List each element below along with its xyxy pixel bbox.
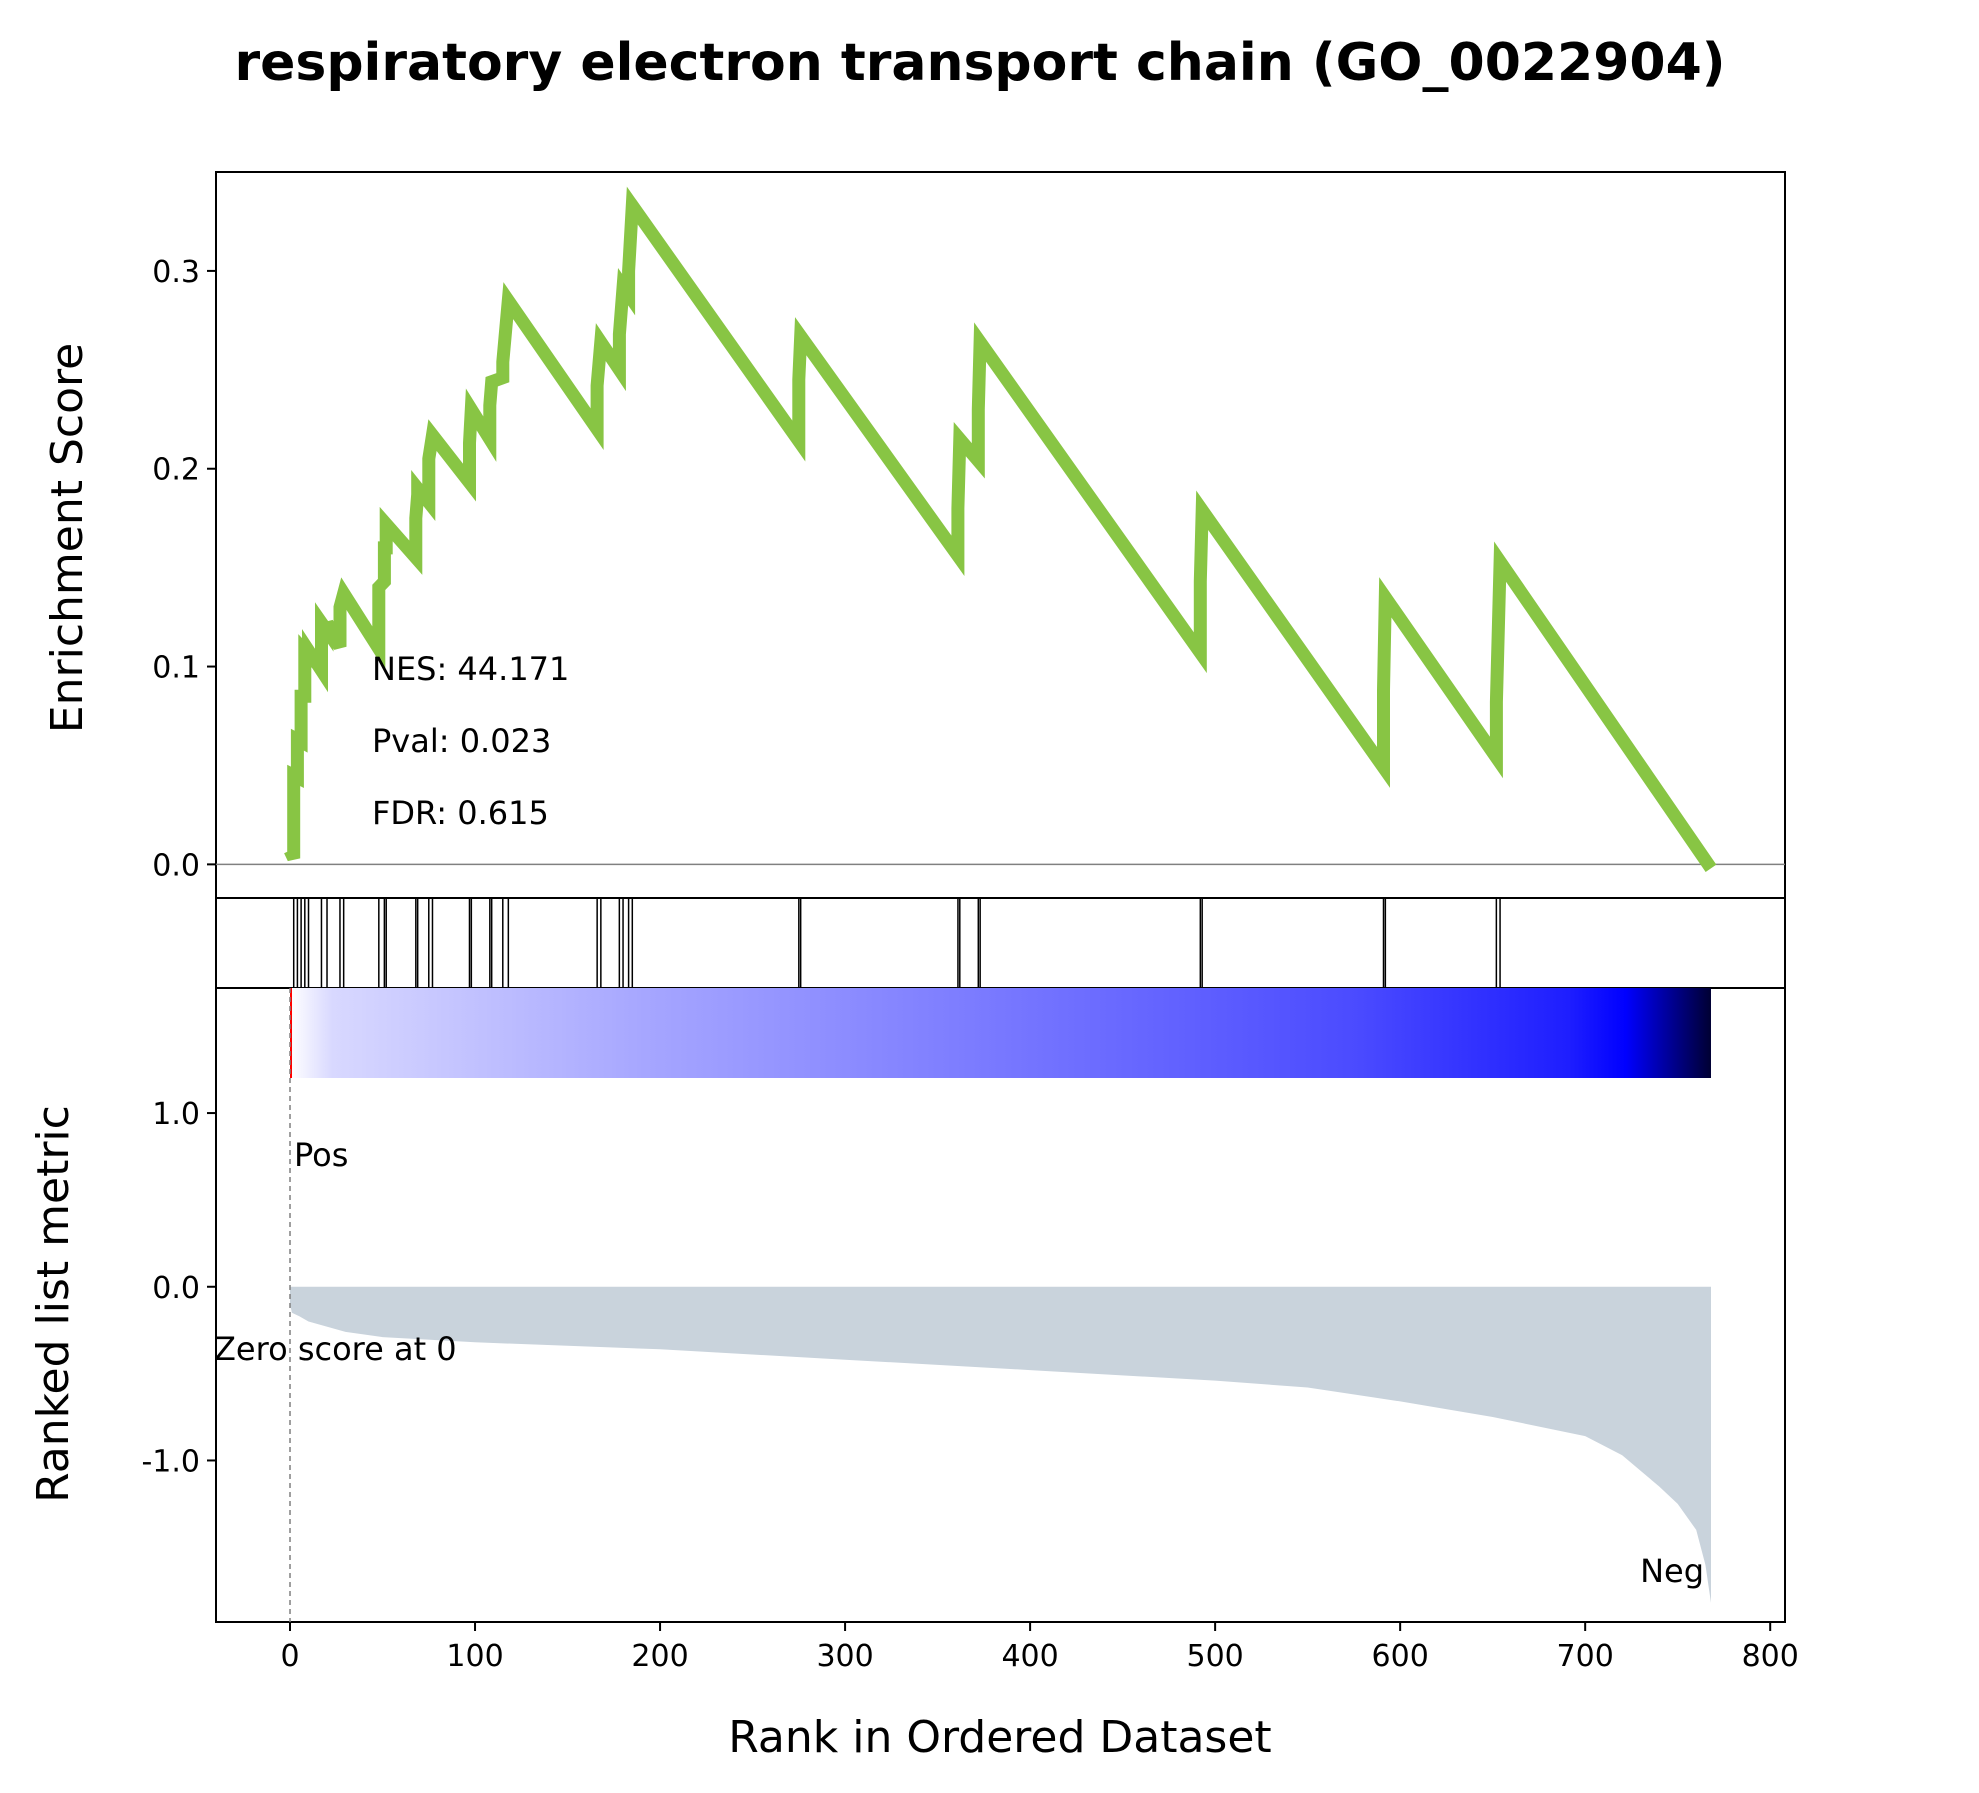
enrichment-y-tick-label: 0.1 — [152, 651, 200, 686]
rank-color-bar — [290, 988, 1711, 1078]
ranked-plot-area — [289, 988, 1711, 1622]
x-tick-label: 300 — [816, 1639, 873, 1674]
enrichment-y-label: Enrichment Score — [42, 343, 93, 733]
x-tick-label: 500 — [1186, 1639, 1243, 1674]
x-tick-label: 400 — [1001, 1639, 1058, 1674]
enrichment-plot-area — [216, 186, 1785, 872]
enrichment-y-tick-label: 0.2 — [152, 453, 200, 488]
enrichment-y-tick-label: 0.0 — [152, 848, 200, 883]
x-tick-label: 600 — [1372, 1639, 1429, 1674]
enrichment-stats: NES: 44.171 Pval: 0.023 FDR: 0.615 — [372, 650, 569, 832]
pos-label: Pos — [294, 1136, 348, 1174]
chart-title: respiratory electron transport chain (GO… — [234, 33, 1725, 93]
x-tick-label: 700 — [1557, 1639, 1614, 1674]
x-tick-label: 800 — [1742, 1639, 1799, 1674]
x-tick-label: 100 — [446, 1639, 503, 1674]
ranked-y-tick-label: 0.0 — [152, 1271, 200, 1306]
ranked-y-label: Ranked list metric — [28, 1105, 79, 1503]
enrichment-panel-frame — [215, 171, 1786, 899]
enrichment-y-axis: 0.0 0.1 0.2 0.3 — [152, 255, 216, 883]
x-tick-label: 0 — [280, 1639, 299, 1674]
hits-panel-frame — [215, 897, 1786, 989]
enrichment-stat-1: Pval: 0.023 — [372, 722, 551, 760]
neg-label: Neg — [1640, 1552, 1704, 1590]
ranked-y-tick-label: -1.0 — [141, 1444, 200, 1479]
x-axis: 0 100 200 300 400 500 600 700 800 — [280, 1622, 1799, 1674]
zero-score-label: Zero score at 0 — [214, 1330, 457, 1368]
ranked-y-tick-label: 1.0 — [152, 1097, 200, 1132]
ranked-y-axis: 1.0 0.0 -1.0 — [141, 1097, 216, 1479]
x-axis-label: Rank in Ordered Dataset — [728, 1712, 1271, 1763]
hit-lines — [292, 898, 1501, 988]
enrichment-score-line — [284, 186, 1717, 872]
enrichment-y-tick-label: 0.3 — [152, 255, 200, 290]
enrichment-stat-0: NES: 44.171 — [372, 650, 569, 688]
ranked-metric-area — [290, 1286, 1711, 1603]
enrichment-stat-2: FDR: 0.615 — [372, 794, 549, 832]
x-tick-label: 200 — [631, 1639, 688, 1674]
